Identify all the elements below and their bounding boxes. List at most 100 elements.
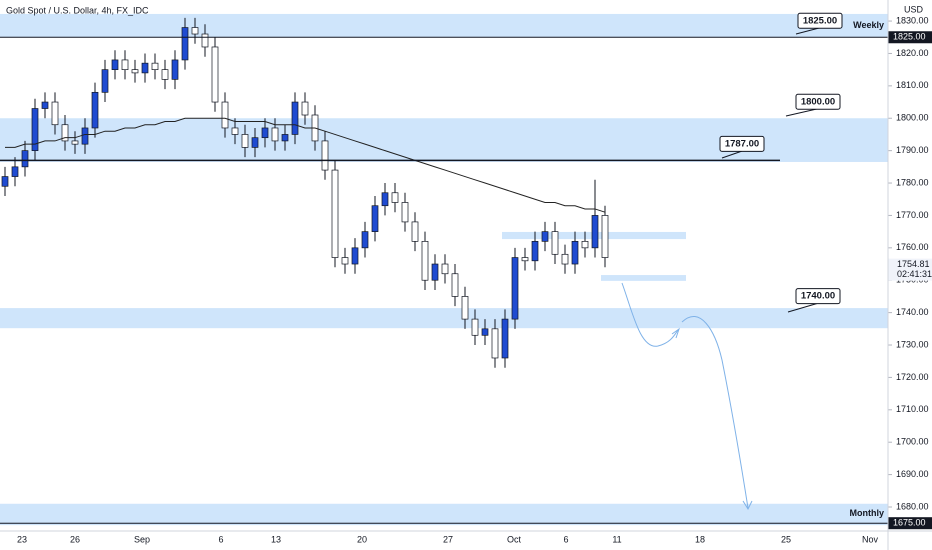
moving-average bbox=[5, 117, 606, 213]
candle-body bbox=[441, 263, 449, 275]
callout-label: 1800.00 bbox=[801, 96, 835, 107]
candle-body bbox=[411, 221, 419, 242]
candle-body bbox=[251, 137, 259, 148]
candle-body bbox=[381, 192, 389, 207]
y-tick-label: 1730.00 bbox=[896, 339, 929, 349]
candle-body bbox=[531, 241, 539, 262]
candle-body bbox=[211, 46, 219, 103]
candle-body bbox=[111, 59, 119, 71]
zone bbox=[0, 308, 888, 329]
candle-body bbox=[511, 257, 519, 320]
zone bbox=[0, 13, 888, 38]
candle-body bbox=[21, 150, 29, 168]
projection-arrow bbox=[742, 500, 753, 511]
x-tick-label: Nov bbox=[862, 534, 879, 544]
y-tick-label: 1790.00 bbox=[896, 145, 929, 155]
candle-body bbox=[351, 247, 359, 265]
zone bbox=[0, 503, 888, 526]
y-tick-label: 1690.00 bbox=[896, 469, 929, 479]
projection-arrow bbox=[671, 327, 680, 339]
candle-body bbox=[591, 215, 599, 249]
currency-label: USD bbox=[904, 4, 924, 14]
y-tick-label: 1740.00 bbox=[896, 307, 929, 317]
candle-body bbox=[341, 257, 349, 265]
candle-body bbox=[521, 257, 529, 262]
candle-body bbox=[261, 127, 269, 139]
x-tick-label: Sep bbox=[134, 534, 150, 544]
y-tick-label: 1700.00 bbox=[896, 437, 929, 447]
axis-price-label-bg bbox=[888, 517, 932, 530]
candle-body bbox=[321, 140, 329, 171]
candle-body bbox=[81, 127, 89, 145]
y-tick-label: 1830.00 bbox=[896, 15, 929, 25]
candle-body bbox=[301, 101, 309, 116]
y-tick-label: 1680.00 bbox=[896, 501, 929, 511]
y-tick-label: 1780.00 bbox=[896, 177, 929, 187]
candle-body bbox=[371, 205, 379, 232]
x-tick-label: 6 bbox=[218, 534, 223, 544]
candle-body bbox=[501, 318, 509, 359]
x-tick-label: 23 bbox=[17, 534, 27, 544]
candle-body bbox=[231, 127, 239, 135]
candle-body bbox=[471, 318, 479, 336]
projection-path bbox=[681, 316, 749, 509]
x-tick-label: 13 bbox=[271, 534, 281, 544]
x-tick-label: Oct bbox=[507, 534, 522, 544]
candle-body bbox=[241, 134, 249, 148]
axis-price-label-bg bbox=[888, 31, 932, 44]
candle-body bbox=[31, 108, 39, 151]
callout-box bbox=[797, 12, 843, 29]
candle-body bbox=[71, 140, 79, 145]
chart-title: Gold Spot / U.S. Dollar, 4h, FX_IDC bbox=[6, 5, 149, 15]
candle-body bbox=[331, 169, 339, 258]
callout-label: 1787.00 bbox=[725, 138, 759, 149]
callout-box bbox=[719, 135, 765, 152]
candle-body bbox=[491, 328, 499, 359]
candle-body bbox=[401, 202, 409, 223]
projection-path bbox=[621, 282, 679, 347]
y-tick-label: 1810.00 bbox=[896, 80, 929, 90]
candle-body bbox=[181, 27, 189, 61]
candle-body bbox=[271, 127, 279, 142]
small-zone bbox=[601, 275, 686, 281]
x-tick-label: 18 bbox=[695, 534, 705, 544]
x-tick-label: 26 bbox=[70, 534, 80, 544]
candle-body bbox=[391, 192, 399, 203]
x-tick-label: 20 bbox=[357, 534, 367, 544]
candle-body bbox=[221, 101, 229, 129]
candle-body bbox=[141, 62, 149, 74]
candle-body bbox=[161, 69, 169, 80]
y-tick-label: 1710.00 bbox=[896, 404, 929, 414]
candle-body bbox=[201, 33, 209, 48]
candle-body bbox=[361, 231, 369, 249]
candle-body bbox=[41, 101, 49, 109]
candle-body bbox=[171, 59, 179, 80]
candle-body bbox=[291, 101, 299, 135]
candle-body bbox=[601, 215, 609, 258]
candle-body bbox=[11, 166, 19, 177]
candle-body bbox=[61, 124, 69, 142]
callout-pointer bbox=[787, 302, 821, 313]
zone-label: Monthly bbox=[850, 508, 885, 518]
candle-body bbox=[581, 241, 589, 249]
zone-label: Weekly bbox=[853, 20, 884, 30]
candle-body bbox=[131, 69, 139, 74]
candle-body bbox=[461, 296, 469, 320]
y-tick-label: 1800.00 bbox=[896, 113, 929, 123]
y-tick-label: 1820.00 bbox=[896, 48, 929, 58]
candle-body bbox=[51, 101, 59, 126]
callout-label: 1825.00 bbox=[803, 15, 837, 26]
last-price-label: 1754.81 bbox=[897, 259, 930, 269]
y-tick-label: 1720.00 bbox=[896, 372, 929, 382]
candle-body bbox=[561, 253, 569, 265]
y-tick-label: 1760.00 bbox=[896, 242, 929, 252]
callout-box bbox=[795, 93, 841, 110]
candle-body bbox=[551, 231, 559, 255]
candle-body bbox=[91, 91, 99, 129]
callout-label: 1740.00 bbox=[801, 291, 835, 302]
last-price-bg bbox=[888, 258, 932, 281]
candle-body bbox=[451, 273, 459, 297]
x-tick-label: 11 bbox=[612, 534, 621, 544]
